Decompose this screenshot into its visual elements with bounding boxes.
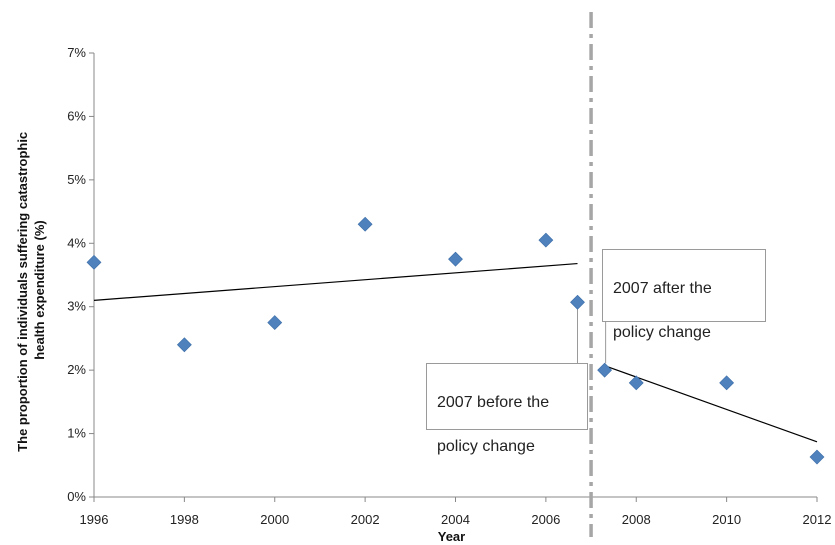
y-tick-label: 3% bbox=[67, 299, 86, 314]
y-tick-label: 1% bbox=[67, 426, 86, 441]
x-tick-label: 1996 bbox=[80, 512, 109, 527]
data-point bbox=[570, 294, 585, 310]
y-tick-label: 4% bbox=[67, 235, 86, 250]
y-axis-title: The proportion of individuals suffering … bbox=[15, 128, 47, 452]
y-tick-label: 0% bbox=[67, 489, 86, 504]
y-axis: 0% 1% 2% 3% 4% 5% 6% 7% bbox=[67, 45, 95, 504]
x-tick-label: 2006 bbox=[531, 512, 560, 527]
data-point bbox=[448, 251, 463, 267]
x-tick-label: 2002 bbox=[351, 512, 380, 527]
x-tick-label: 1998 bbox=[170, 512, 199, 527]
data-point bbox=[597, 362, 613, 378]
annotation-2007-before-policy-change: 2007 before the policy change bbox=[426, 363, 588, 455]
data-point bbox=[628, 375, 644, 391]
data-point bbox=[719, 375, 735, 391]
data-point bbox=[267, 315, 283, 330]
annotation-leaders bbox=[577, 309, 607, 364]
y-tick-label: 2% bbox=[67, 362, 86, 377]
y-tick-label: 5% bbox=[67, 172, 86, 187]
y-tick-label: 7% bbox=[67, 45, 86, 60]
annotation-2007-after-policy-change: 2007 after the policy change bbox=[602, 249, 766, 341]
data-point bbox=[86, 254, 102, 270]
x-axis: 1996 1998 2000 2002 2004 2006 2008 2010 2012 bbox=[80, 496, 832, 527]
trend-line bbox=[93, 262, 578, 301]
y-axis-title-line-1: The proportion of individuals suffering … bbox=[15, 132, 30, 452]
annotation-after-line-1: 2007 after the bbox=[613, 280, 712, 297]
data-point bbox=[809, 449, 825, 465]
trend-line bbox=[604, 365, 818, 443]
y-axis-title-line-2: health expenditure (%) bbox=[32, 220, 47, 359]
annotation-before-line-1: 2007 before the bbox=[437, 394, 550, 411]
data-point bbox=[357, 216, 373, 232]
x-tick-label: 2000 bbox=[260, 512, 289, 527]
data-points bbox=[86, 216, 825, 465]
data-point bbox=[538, 232, 554, 248]
annotation-after-line-2: policy change bbox=[613, 324, 711, 341]
trend-lines bbox=[93, 262, 818, 443]
x-tick-label: 2012 bbox=[803, 512, 832, 527]
x-axis-title: Year bbox=[438, 529, 465, 544]
x-tick-label: 2008 bbox=[622, 512, 651, 527]
annotation-before-line-2: policy change bbox=[437, 438, 535, 455]
x-tick-label: 2010 bbox=[712, 512, 741, 527]
data-point bbox=[176, 337, 192, 353]
x-tick-label: 2004 bbox=[441, 512, 470, 527]
y-tick-label: 6% bbox=[67, 108, 86, 123]
